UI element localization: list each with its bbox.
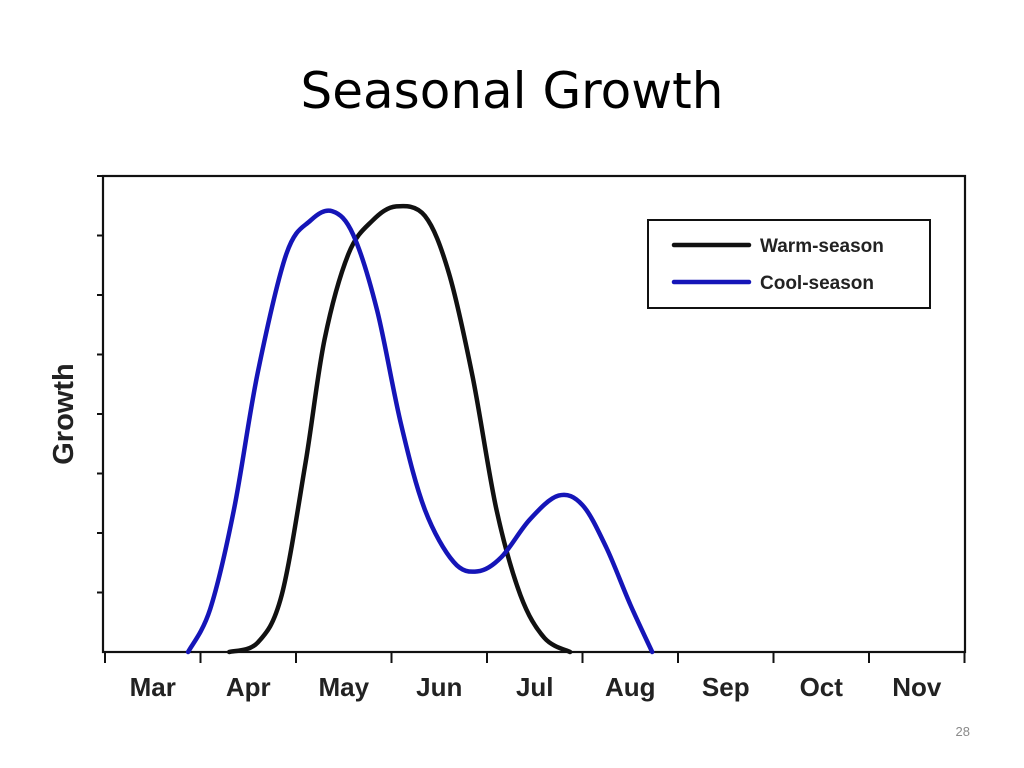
x-tick-label: May: [318, 672, 369, 702]
x-tick-label: Sep: [702, 672, 750, 702]
x-tick-label: Jul: [516, 672, 554, 702]
x-tick-label: Nov: [892, 672, 942, 702]
y-axis-label: Growth: [48, 363, 80, 465]
x-tick-label: Jun: [416, 672, 462, 702]
page-number: 28: [955, 724, 970, 739]
slide-title: Seasonal Growth: [300, 62, 724, 120]
x-tick-label: Mar: [130, 672, 176, 702]
legend-box: [647, 219, 931, 309]
x-tick-label: Oct: [800, 672, 844, 702]
x-tick-label: Aug: [605, 672, 656, 702]
series-line-cool-season: [185, 208, 655, 655]
legend-label-warm-season: Warm-season: [760, 236, 884, 257]
x-tick-label: Apr: [226, 672, 271, 702]
legend-label-cool-season: Cool-season: [760, 273, 874, 294]
